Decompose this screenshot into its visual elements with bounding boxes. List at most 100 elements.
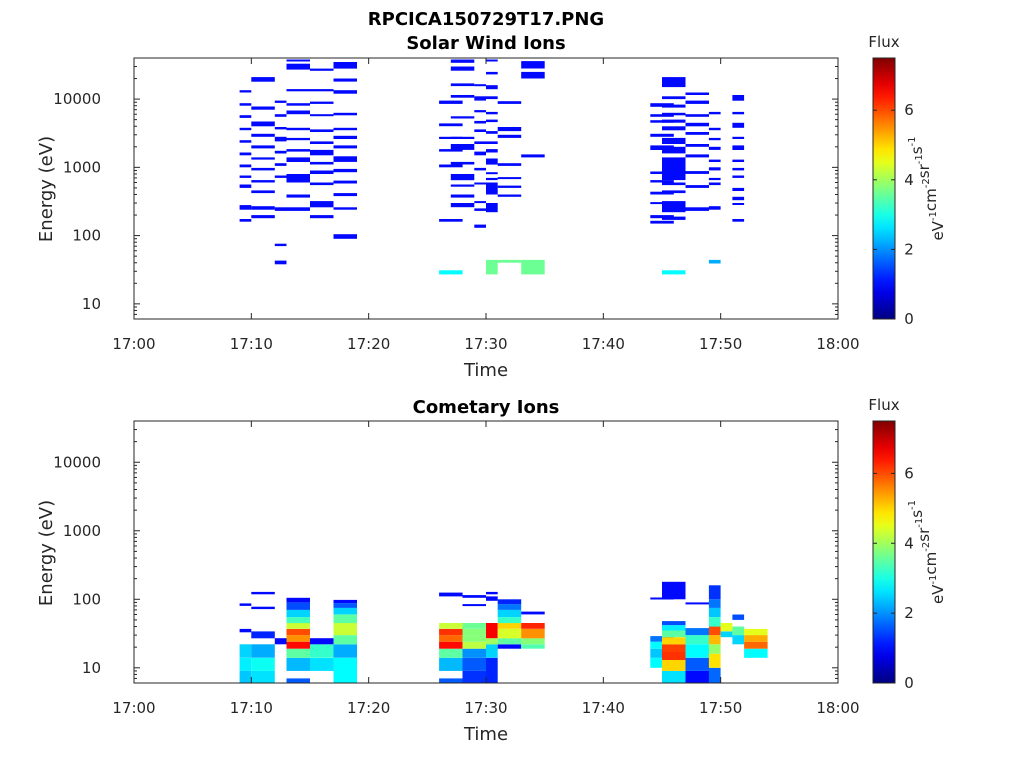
heatmap-cell xyxy=(662,216,686,220)
x-tick-label: 17:30 xyxy=(464,699,507,717)
colorbar: 0 2 4 6 Flux eV-1cm-2sr-1s-1 xyxy=(868,396,947,692)
heatmap-cell xyxy=(239,628,252,633)
axes-frame: 17:00 17:10 17:20 17:30 17:40 17:50 18:00 10 100… xyxy=(53,420,860,717)
colorbar-tick-label: 0 xyxy=(904,674,914,692)
heatmap-cell xyxy=(662,660,686,671)
heatmap-cell xyxy=(274,638,287,645)
heatmap-cell xyxy=(486,596,498,601)
heatmap-cell xyxy=(310,114,334,117)
heatmap-cell xyxy=(286,628,310,636)
heatmap-cell xyxy=(439,100,463,104)
x-axis-label: Time xyxy=(463,724,508,745)
heatmap-cell xyxy=(286,641,310,649)
colorbar-tick-label: 0 xyxy=(904,310,914,328)
heatmap-cell xyxy=(450,66,475,71)
colorbar-tick-label: 4 xyxy=(904,534,914,552)
heatmap-cell xyxy=(708,607,721,617)
heatmap-cell xyxy=(497,101,522,104)
heatmap-cell xyxy=(497,644,522,649)
heatmap-cell xyxy=(521,61,545,69)
heatmap-cell xyxy=(286,623,310,629)
heatmap-cell xyxy=(521,644,545,649)
y-axis-label: Energy (eV) xyxy=(36,500,57,606)
heatmap-cell xyxy=(486,119,498,123)
heatmap-cell xyxy=(497,628,522,639)
heatmap-cell xyxy=(333,90,357,94)
colorbar-label: Flux xyxy=(868,33,899,51)
heatmap-cell xyxy=(744,648,768,658)
heatmap-cell xyxy=(286,657,310,671)
heatmap-cell xyxy=(685,122,709,127)
heatmap-cell xyxy=(439,623,463,629)
heatmap-cell xyxy=(521,154,545,158)
heatmap-cell xyxy=(662,644,686,652)
heatmap-cell xyxy=(732,614,745,620)
heatmap-cell xyxy=(310,170,334,174)
heatmap-cell xyxy=(286,597,310,603)
heatmap-cell xyxy=(685,171,709,174)
heatmap-cell xyxy=(521,628,545,639)
y-axis-label: Energy (eV) xyxy=(36,136,57,242)
heatmap-cell xyxy=(310,68,334,71)
heatmap-cell xyxy=(251,157,275,160)
heatmap-cell xyxy=(732,95,745,101)
x-tick-label: 17:40 xyxy=(582,335,625,353)
heatmap-cell xyxy=(662,137,686,144)
heatmap-cell xyxy=(486,638,498,645)
heatmap-cell xyxy=(239,657,252,671)
colorbar-unit-label: eV-1cm-2sr-1s-1 xyxy=(907,136,947,240)
heatmap-cell xyxy=(462,604,486,607)
heatmap-cell xyxy=(497,185,522,188)
heatmap-cell xyxy=(474,167,486,171)
heatmap-cell xyxy=(450,95,475,98)
y-tick-label: 1000 xyxy=(63,522,101,540)
heatmap-cell xyxy=(310,644,334,658)
heatmap-cell xyxy=(251,121,275,127)
heatmap-cell xyxy=(239,603,252,606)
heatmap-cell xyxy=(650,220,674,224)
heatmap-cell xyxy=(662,670,686,683)
heatmap-cell xyxy=(662,637,686,645)
panel-cometary-ions: Cometary Ions 17:00 17:10 17:20 17:30 17:40 1… xyxy=(36,396,947,745)
heatmap-cell xyxy=(251,644,275,658)
heatmap-cells xyxy=(239,581,768,683)
heatmap-cell xyxy=(486,141,498,144)
heatmap-cell xyxy=(486,623,498,639)
x-tick-label: 17:00 xyxy=(112,699,155,717)
heatmap-cell xyxy=(251,167,275,171)
heatmap-cell xyxy=(450,174,475,181)
heatmap-cell xyxy=(286,609,310,618)
heatmap-cell xyxy=(286,103,310,106)
heatmap-cell xyxy=(732,626,745,636)
heatmap-cell xyxy=(486,59,498,62)
heatmap-cell xyxy=(497,599,522,605)
x-tick-label: 17:50 xyxy=(699,335,742,353)
heatmap-cell xyxy=(497,259,522,263)
heatmap-cell xyxy=(439,648,463,658)
heatmap-cell xyxy=(251,606,275,610)
x-axis-label: Time xyxy=(463,360,508,381)
heatmap-cell xyxy=(286,602,310,610)
heatmap-cell xyxy=(732,136,745,139)
heatmap-cell xyxy=(310,657,334,671)
heatmap-cell xyxy=(486,149,498,153)
heatmap-cell xyxy=(662,77,686,88)
y-tick-label: 10000 xyxy=(53,453,101,471)
heatmap-cell xyxy=(708,667,721,683)
y-tick-label: 10 xyxy=(82,659,101,677)
y-tick-label: 10 xyxy=(82,295,101,313)
heatmap-cell xyxy=(708,626,721,636)
heatmap-cell xyxy=(251,657,275,671)
heatmap-cell xyxy=(474,129,486,132)
heatmap-cell xyxy=(486,657,498,683)
heatmap-cell xyxy=(521,259,545,275)
colorbar-gradient xyxy=(872,57,896,320)
heatmap-cell xyxy=(486,85,498,90)
heatmap-cell xyxy=(497,177,522,180)
heatmap-cell xyxy=(274,100,287,103)
heatmap-cell xyxy=(685,628,709,636)
panel-title: Solar Wind Ions xyxy=(406,33,565,54)
heatmap-cell xyxy=(650,133,674,137)
heatmap-cell xyxy=(685,185,709,188)
heatmap-cell xyxy=(662,625,686,631)
